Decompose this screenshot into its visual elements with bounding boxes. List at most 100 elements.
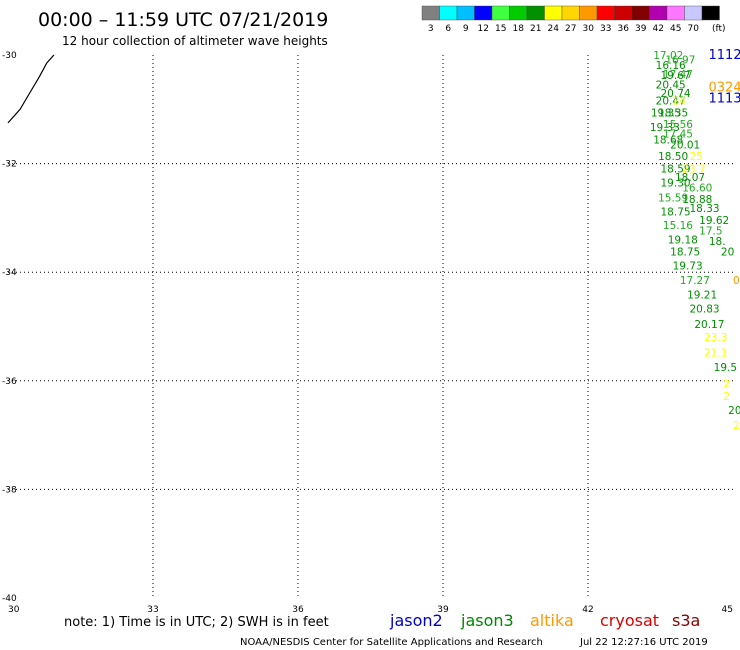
wave-height-label: 20.47 [656,96,686,108]
legend-swatch [474,5,493,21]
latitude-label: -30 [2,51,17,61]
pass-time-label: 1113 [709,91,740,106]
wave-height-label: 20.17 [694,319,724,331]
wave-height-label: 18.59 [661,163,691,175]
footer-credit: NOAA/NESDIS Center for Satellite Applica… [240,637,543,648]
wave-height-label: 20.45 [656,79,686,91]
legend-swatch [509,5,528,21]
longitude-label: 42 [582,605,593,615]
wave-height-label: 19.73 [673,261,703,273]
legend-swatch-label: 24 [548,24,560,34]
wave-height-label: 19.35 [651,108,681,120]
wave-height-label: 18.07 [675,172,705,184]
wave-height-label: 18.33 [690,203,720,215]
wave-height-label: 18.50 [658,151,688,163]
wave-height-label: 2 [733,420,740,432]
longitude-label: 33 [147,605,158,615]
legend-swatch-label: 3 [428,24,434,34]
satellite-legend: jason2 jason3 altika cryosat s3a [389,611,700,630]
wave-height-label: 23.3 [704,332,727,344]
legend-swatch [649,5,668,21]
wave-height-label: 18. [709,236,726,248]
legend-swatch-label: 30 [583,24,595,34]
wave-height-label: 20.01 [670,140,700,152]
legend-swatch-label: 18 [513,24,525,34]
wave-height-label: 20.83 [690,304,720,316]
pass-time-label: 1112 [709,48,740,63]
coastline [7,54,55,124]
legend-swatch-label: 27 [565,24,576,34]
legend-unit: (ft) [712,24,726,34]
legend-swatch [701,5,720,21]
footer-note: note: 1) Time is in UTC; 2) SWH is in fe… [64,615,329,630]
latitude-label: -38 [2,485,17,495]
legend-swatch [631,5,650,21]
wave-height-label: 25 [690,151,703,163]
color-legend: 3 6 9 12 15 18 21 24 27 30 33 36 39 42 45 70 [421,5,720,34]
wave-height-label: 15.56 [663,119,693,131]
longitude-label: 36 [292,605,304,615]
legend-swatch [684,5,703,21]
map-subtitle: 12 hour collection of altimeter wave hei… [62,34,328,48]
wave-height-points: 17.0216.9716.1617.4719.6720.4520.7420.47… [650,50,740,432]
wave-height-label: 16.97 [665,54,695,66]
pass-time-label: 0324 [709,81,740,96]
wave-height-label: 18.75 [670,247,700,259]
legend-swatch-label: 39 [635,24,647,34]
wave-height-label: 20 [721,247,734,259]
longitude-label: 30 [8,605,20,615]
wave-height-label: 23.7 [682,163,705,175]
wave-height-label: 15.59 [658,192,688,204]
lat-lon-grid [8,55,733,598]
latitude-label: -32 [2,160,17,170]
legend-swatch [561,5,580,21]
wave-height-label: 17.47 [663,69,693,81]
satellite-name-s3a: s3a [672,611,700,630]
latitude-label: -34 [2,268,17,278]
latitude-label: -36 [2,377,17,387]
wave-height-label: 19.18 [668,235,698,247]
legend-swatch-label: 70 [688,24,700,34]
wave-height-label: 16.16 [656,60,686,72]
legend-swatch [439,5,458,21]
wave-height-label: 19.62 [699,215,729,227]
wave-height-label: 17.02 [653,50,683,62]
longitude-label: 45 [722,605,733,615]
legend-swatch [666,5,685,21]
legend-swatch [596,5,615,21]
wave-height-label: 19.33 [650,122,680,134]
wave-height-label: 2 [723,379,730,391]
satellite-name-cryosat: cryosat [600,611,659,630]
wave-height-label: 19.21 [687,289,717,301]
legend-swatch-label: 15 [495,24,506,34]
footer-timestamp: Jul 22 12:27:16 UTC 2019 [579,637,708,648]
legend-swatch-label: 21 [530,24,541,34]
wave-height-label: 20.74 [661,88,691,100]
wave-height-label: 18.68 [653,135,683,147]
wave-height-label: 15.16 [663,220,693,232]
legend-swatch-label: 9 [463,24,469,34]
wave-height-label: 18.75 [661,206,691,218]
wave-height-label: 21.1 [704,348,727,360]
wave-height-label: 24 [673,96,687,108]
longitude-label: 39 [437,605,449,615]
satellite-name-altika: altika [530,611,574,630]
wave-height-label: 17.5 [699,225,722,237]
legend-swatch-label: 12 [478,24,489,34]
legend-swatch [614,5,633,21]
satellite-name-jason3: jason3 [460,611,514,630]
wave-height-label: 19.30 [661,178,691,190]
wave-height-label: 2 [723,391,730,403]
wave-height-label: 16.60 [682,182,712,194]
wave-height-label: 17.45 [663,129,693,141]
legend-swatch-label: 33 [600,24,611,34]
wave-height-label: 19.5 [714,362,737,374]
wave-height-label: 19.67 [661,70,691,82]
legend-swatch [456,5,475,21]
wave-height-label: 18.88 [682,194,712,206]
legend-swatch-label: 45 [670,24,681,34]
wave-height-label: 17.27 [680,275,710,287]
legend-swatch [526,5,545,21]
legend-swatch-label: 42 [653,24,664,34]
